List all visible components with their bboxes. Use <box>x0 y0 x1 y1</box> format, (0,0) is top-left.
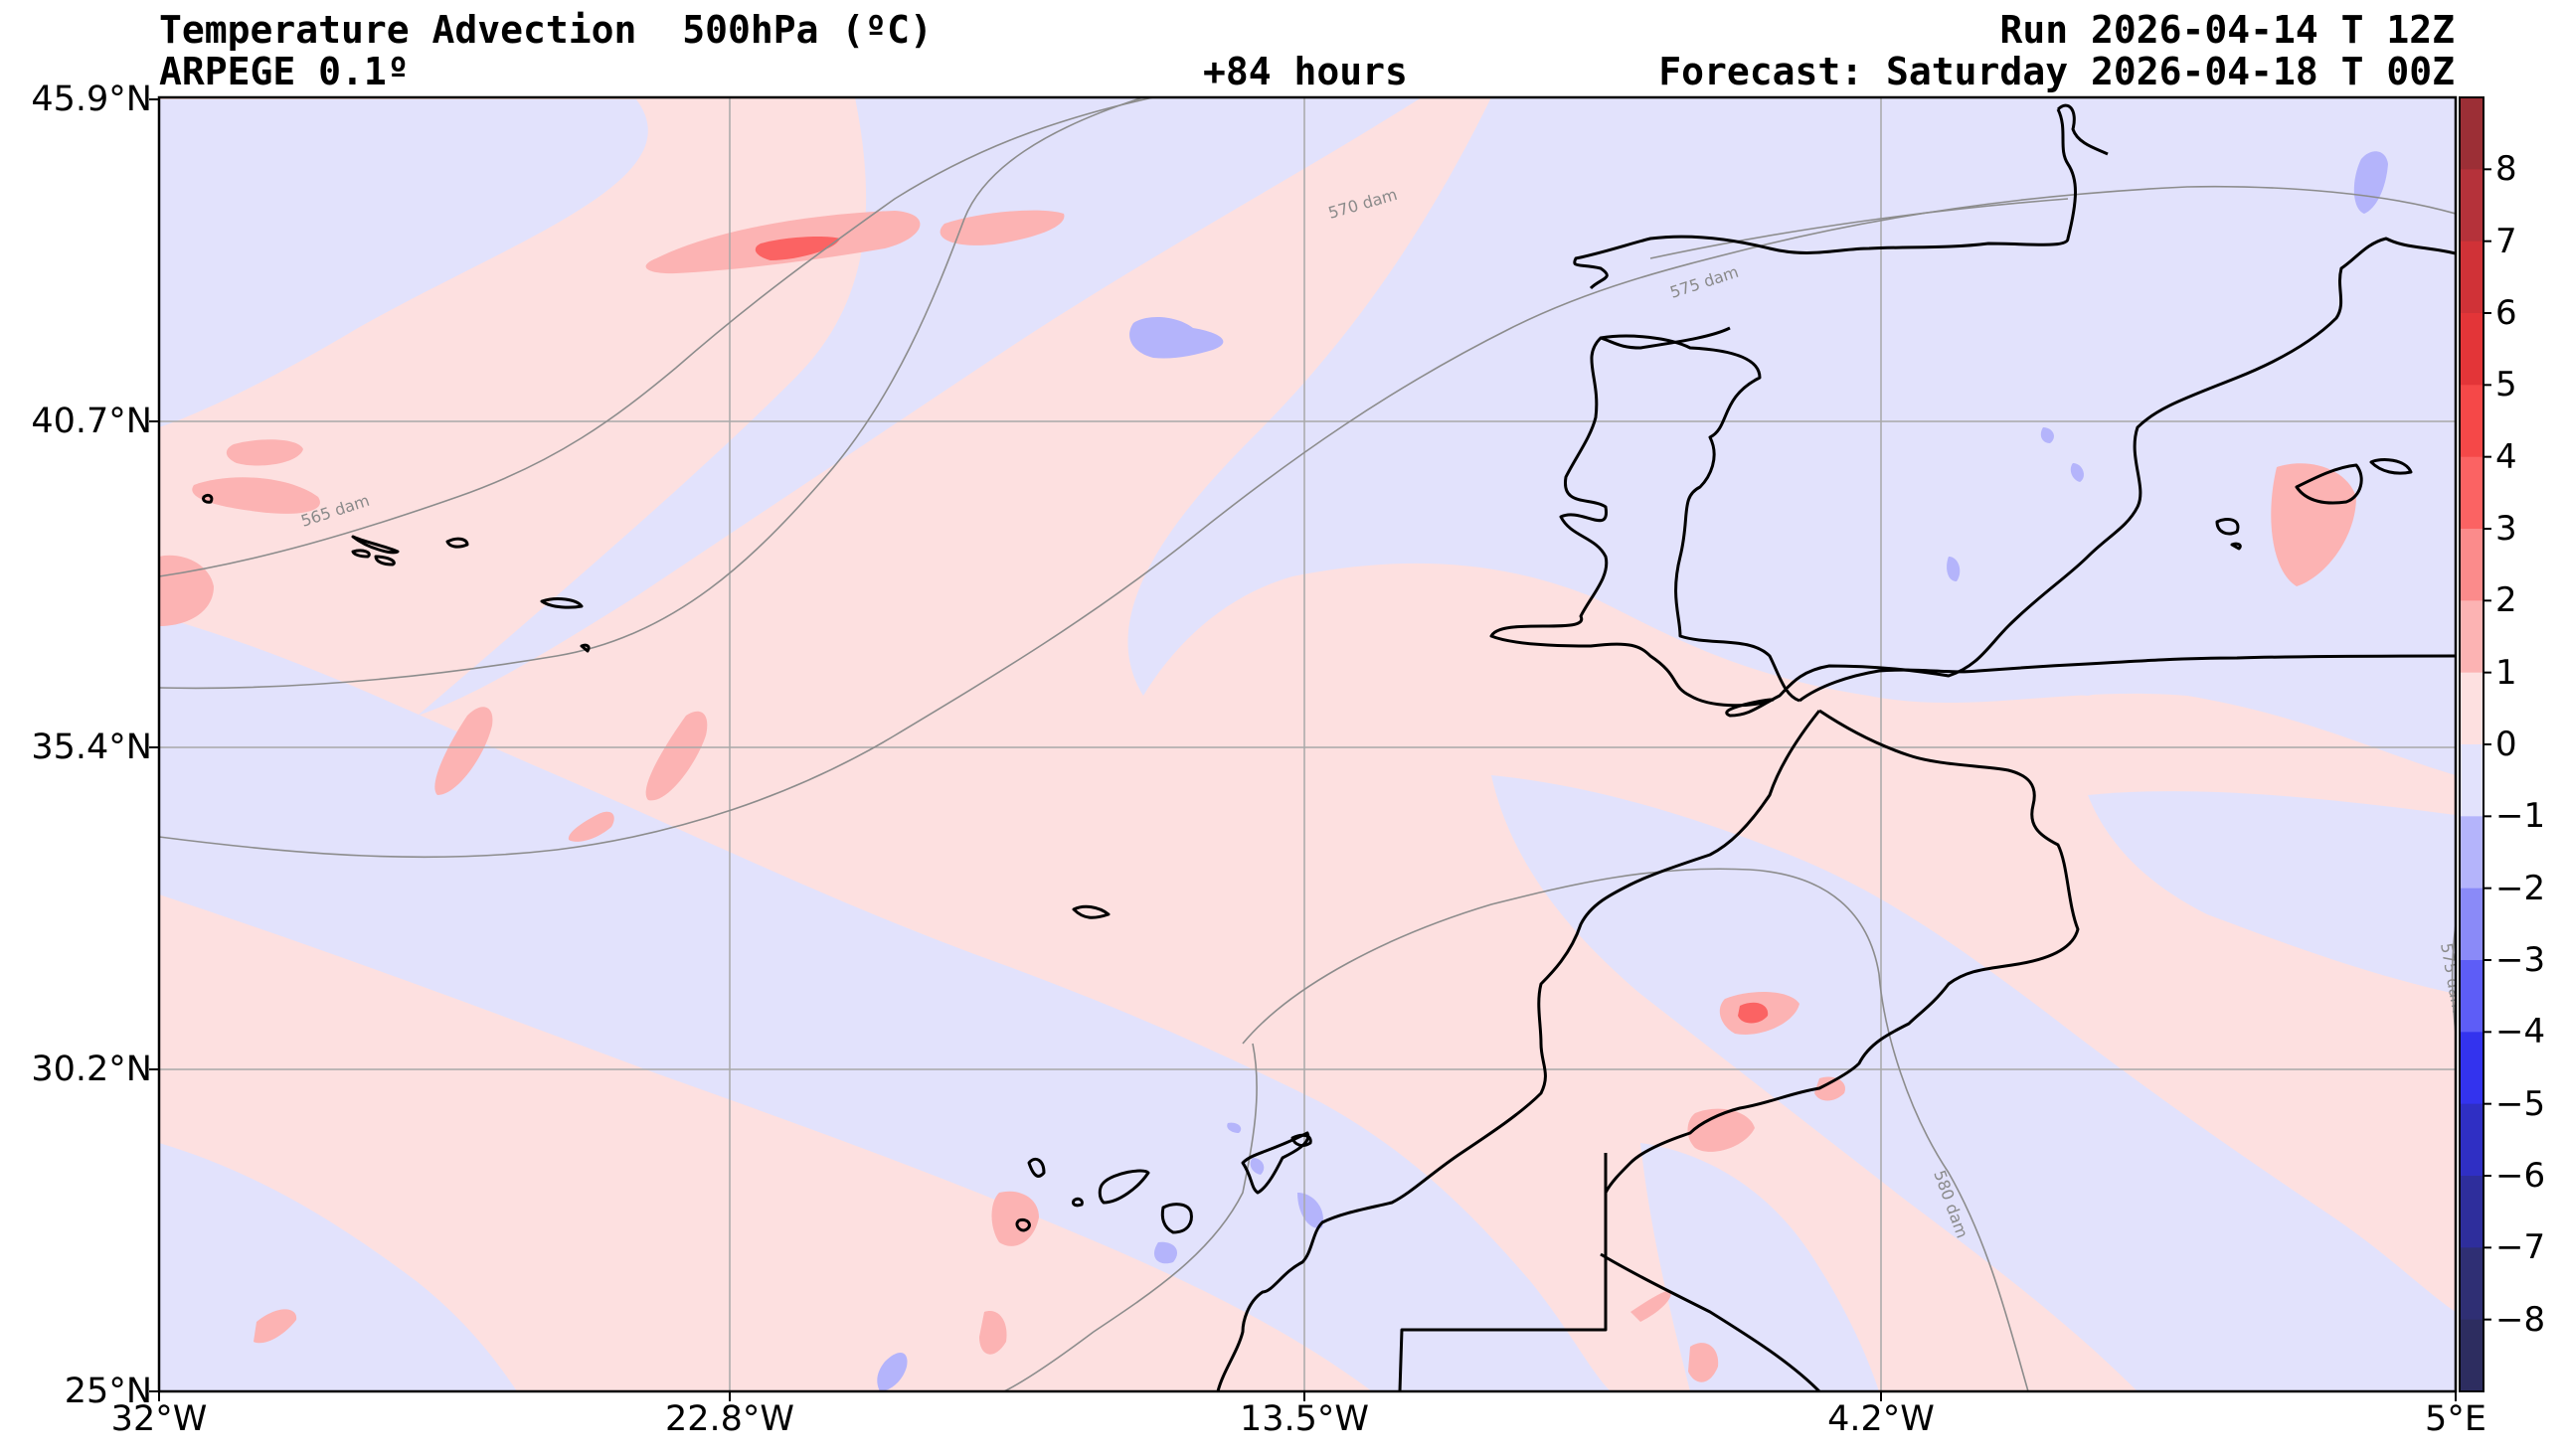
graticule <box>159 97 2456 1391</box>
colorbar-label: 5 <box>2495 365 2517 405</box>
lead-time: +84 hours <box>1203 50 1408 93</box>
colorbar-label: 1 <box>2495 652 2517 693</box>
run-time: Run 2026-04-14 T 12Z <box>1999 8 2455 52</box>
colorbar-label: 0 <box>2495 725 2517 764</box>
colorbar <box>2459 96 2491 1392</box>
lon-label: 5°E <box>2425 1399 2486 1439</box>
colorbar-segment <box>2460 456 2483 530</box>
cool-advection-areas <box>159 97 2456 1391</box>
colorbar-label: −5 <box>2495 1083 2546 1124</box>
lat-label: 25°N <box>64 1372 152 1411</box>
colorbar-segment <box>2460 1319 2483 1392</box>
colorbar-label: −7 <box>2495 1227 2546 1268</box>
colorbar-segment <box>2460 600 2483 674</box>
colorbar-segment <box>2460 744 2483 817</box>
lat-label: 30.2°N <box>31 1050 152 1089</box>
colorbar-segment <box>2460 313 2483 386</box>
colorbar-label: 2 <box>2495 580 2517 621</box>
lon-label: 4.2°W <box>1827 1399 1935 1439</box>
axis-ticks <box>149 98 2457 1401</box>
lon-label: 32°W <box>110 1399 208 1439</box>
colorbar-segment <box>2460 529 2483 601</box>
forecast-time: Forecast: Saturday 2026-04-18 T 00Z <box>1658 50 2455 93</box>
colorbar-segment <box>2460 960 2483 1033</box>
colorbar-label: −1 <box>2495 796 2546 837</box>
lon-label: 13.5°W <box>1239 1399 1370 1439</box>
iberia-coast <box>1489 237 2456 718</box>
mallorca <box>2295 463 2363 505</box>
africa-coast <box>1216 710 1821 1391</box>
colorbar-segment <box>2460 1247 2483 1321</box>
lat-label: 45.9°N <box>31 80 152 119</box>
model-label: ARPEGE 0.1º <box>159 50 410 93</box>
colorbar-segment <box>2460 1103 2483 1177</box>
colorbar-segment <box>2460 1176 2483 1248</box>
colorbar-label: 6 <box>2495 293 2517 333</box>
colorbar-segment <box>2460 1032 2483 1105</box>
colorbar-label: 7 <box>2495 221 2517 261</box>
colorbar-segment <box>2460 816 2483 890</box>
colorbar-segment <box>2460 672 2483 745</box>
colorbar-label: −3 <box>2495 940 2546 980</box>
geopotential-contours <box>159 97 2456 1391</box>
coastlines <box>202 103 2456 1391</box>
lat-label: 40.7°N <box>31 402 152 441</box>
colorbar-segment <box>2460 385 2483 458</box>
colorbar-label: −4 <box>2495 1012 2546 1052</box>
colorbar-segment <box>2460 169 2483 243</box>
colorbar-segment <box>2460 888 2483 961</box>
chart-title: Temperature Advection 500hPa (ºC) <box>159 8 933 52</box>
colorbar-label: −6 <box>2495 1156 2546 1196</box>
plot-frame <box>157 95 2458 1393</box>
colorbar-label: −8 <box>2495 1299 2546 1340</box>
colorbar-label: 4 <box>2495 436 2517 477</box>
colorbar-label: 8 <box>2495 149 2517 190</box>
colorbar-segment <box>2460 241 2483 314</box>
colorbar-label: 3 <box>2495 509 2517 549</box>
strong-warm-cores <box>755 236 1769 1024</box>
colorbar-segment <box>2460 97 2483 170</box>
colorbar-label: −2 <box>2495 868 2546 908</box>
lon-label: 22.8°W <box>664 1399 795 1439</box>
lat-label: 35.4°N <box>31 728 152 767</box>
